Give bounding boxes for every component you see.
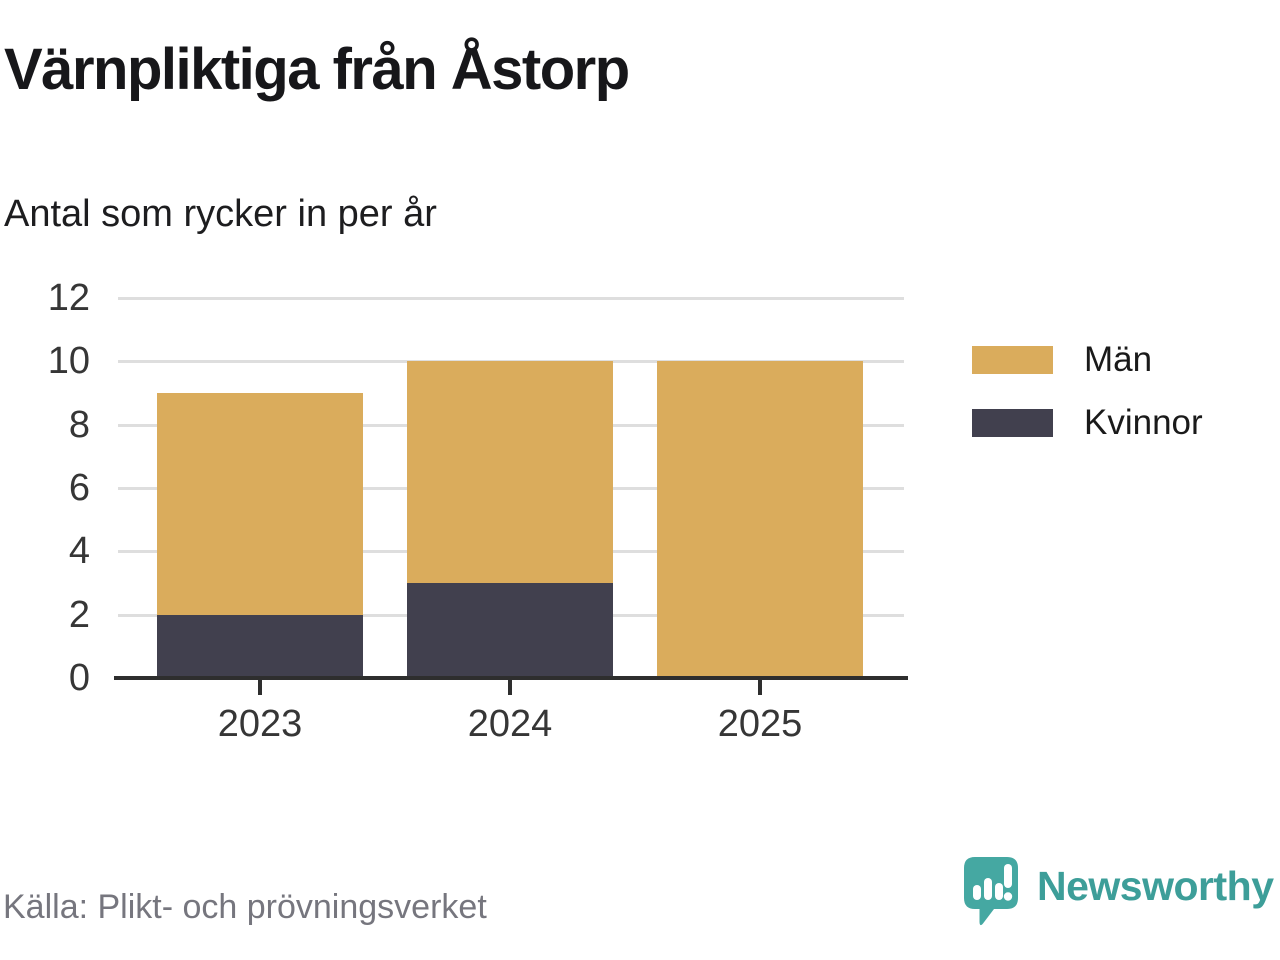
- x-axis-tick: [258, 678, 262, 695]
- newsworthy-speech-bubble-chart-icon: [964, 857, 1018, 926]
- legend-item-kvinnor: Kvinnor: [972, 405, 1203, 440]
- legend-label-man: Män: [1084, 340, 1153, 379]
- y-axis-tick-label: 12: [47, 277, 90, 319]
- x-axis-tick: [508, 678, 512, 695]
- y-axis-tick-label: 8: [68, 403, 90, 446]
- source-attribution: Källa: Plikt- och prövningsverket: [3, 888, 487, 926]
- x-axis-tick: [758, 678, 762, 695]
- legend-swatch-man: [972, 345, 1053, 374]
- bar-segment-2023-Kvinnor: [157, 614, 363, 678]
- newsworthy-logo-text: Newsworthy: [1037, 863, 1274, 909]
- newsworthy-logo: Newsworthy: [963, 856, 1274, 932]
- chart-subtitle: Antal som rycker in per år: [4, 193, 437, 235]
- gridline-y-12: [118, 297, 904, 300]
- legend-item-man: Män: [972, 342, 1203, 377]
- chart-title: Värnpliktiga från Åstorp: [4, 37, 630, 102]
- legend: Män Kvinnor: [972, 342, 1203, 440]
- x-axis-category-label: 2025: [717, 703, 803, 745]
- bar-segment-2024-Män: [407, 361, 613, 583]
- y-axis-tick-label: 10: [47, 340, 90, 383]
- legend-swatch-kvinnor: [972, 408, 1053, 437]
- bar-segment-2024-Kvinnor: [407, 583, 613, 678]
- bar-segment-2023-Män: [157, 393, 363, 615]
- x-axis-category-label: 2023: [217, 703, 303, 745]
- y-axis-tick-label: 2: [68, 593, 90, 636]
- y-axis-tick-label: 0: [68, 657, 90, 699]
- bar-segment-2025-Män: [657, 361, 863, 678]
- x-axis-category-label: 2024: [467, 703, 553, 745]
- legend-label-kvinnor: Kvinnor: [1084, 403, 1203, 442]
- y-axis-tick-label: 4: [68, 530, 90, 573]
- y-axis-tick-label: 6: [68, 467, 90, 509]
